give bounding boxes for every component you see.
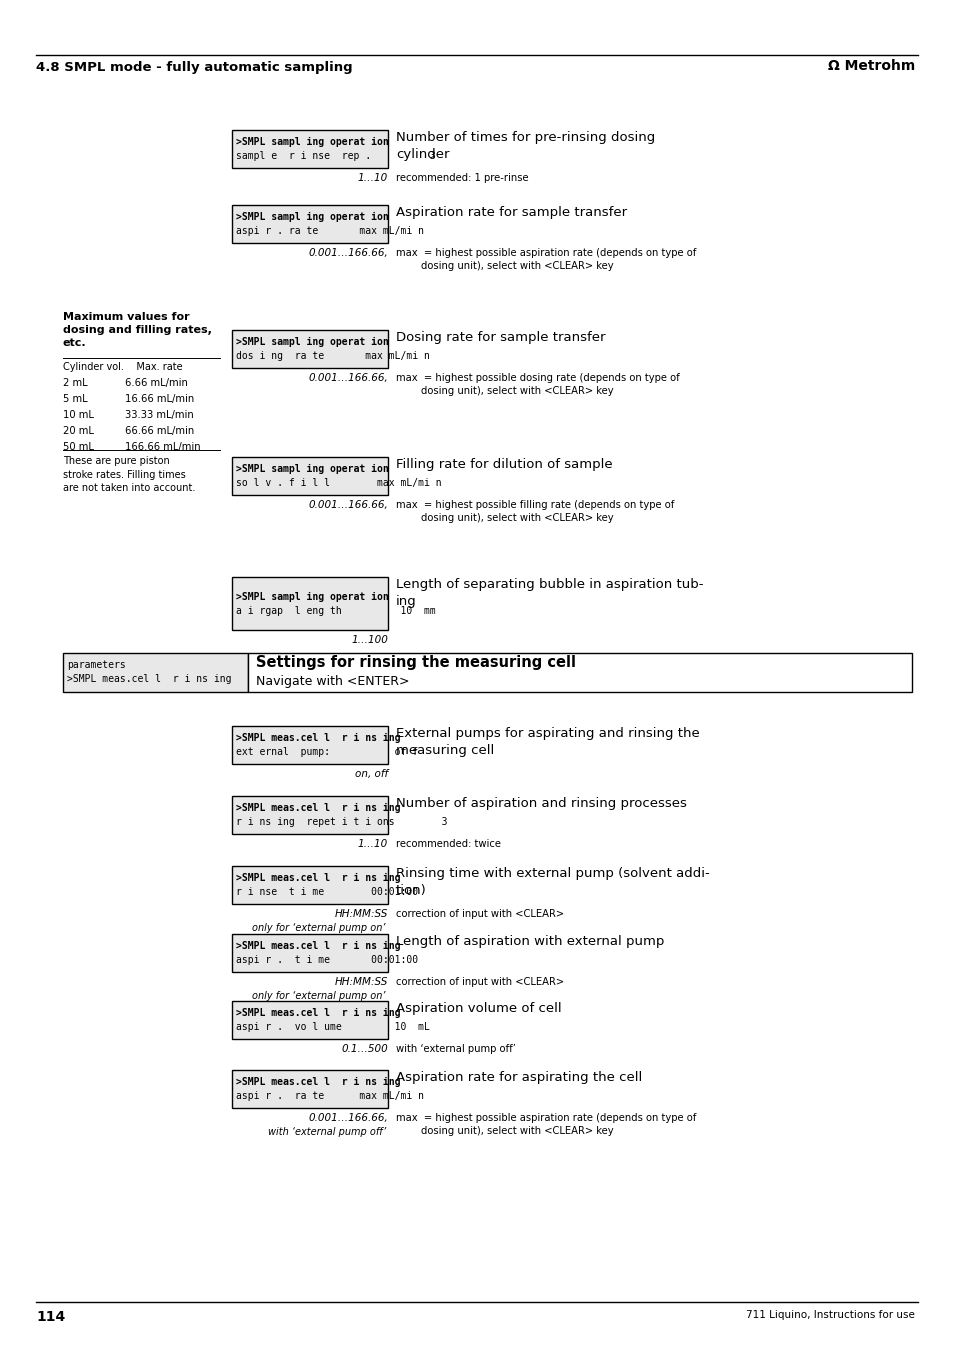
Text: Navigate with <ENTER>: Navigate with <ENTER> xyxy=(255,675,409,687)
Text: Ω Metrohm: Ω Metrohm xyxy=(827,59,914,73)
Text: Filling rate for dilution of sample: Filling rate for dilution of sample xyxy=(395,458,612,471)
Text: 0.1…500: 0.1…500 xyxy=(341,1044,388,1054)
Bar xyxy=(232,865,388,904)
Text: HH:MM:SS: HH:MM:SS xyxy=(335,909,388,919)
Text: max  = highest possible dosing rate (depends on type of
        dosing unit), se: max = highest possible dosing rate (depe… xyxy=(395,373,679,396)
Text: Number of times for pre-rinsing dosing
cylinder: Number of times for pre-rinsing dosing c… xyxy=(395,131,655,161)
Text: 20 mL: 20 mL xyxy=(63,427,93,436)
Text: 1…100: 1…100 xyxy=(351,634,388,645)
Text: 711 Liquino, Instructions for use: 711 Liquino, Instructions for use xyxy=(745,1310,914,1320)
Text: on, off: on, off xyxy=(355,769,388,779)
Text: r i ns ing  repet i t i ons        3: r i ns ing repet i t i ons 3 xyxy=(235,817,447,828)
Text: r i nse  t i me        00:01:00: r i nse t i me 00:01:00 xyxy=(235,887,417,896)
Text: Maximum values for
dosing and filling rates,
etc.: Maximum values for dosing and filling ra… xyxy=(63,312,212,348)
Text: >SMPL meas.cel l  r i ns ing: >SMPL meas.cel l r i ns ing xyxy=(235,941,400,950)
Text: >SMPL sampl ing operat ion: >SMPL sampl ing operat ion xyxy=(235,338,388,347)
Text: 66.66 mL/min: 66.66 mL/min xyxy=(125,427,194,436)
Text: 166.66 mL/min: 166.66 mL/min xyxy=(125,441,200,452)
Text: recommended: 1 pre-rinse: recommended: 1 pre-rinse xyxy=(395,173,528,184)
Text: External pumps for aspirating and rinsing the
measuring cell: External pumps for aspirating and rinsin… xyxy=(395,728,699,757)
Text: HH:MM:SS: HH:MM:SS xyxy=(335,977,388,987)
Text: so l v . f i l l        max mL/mi n: so l v . f i l l max mL/mi n xyxy=(235,478,441,487)
Bar xyxy=(232,1071,388,1108)
Text: >SMPL sampl ing operat ion: >SMPL sampl ing operat ion xyxy=(235,136,388,147)
Text: with ‘external pump off’: with ‘external pump off’ xyxy=(395,1044,516,1054)
Text: 33.33 mL/min: 33.33 mL/min xyxy=(125,410,193,420)
Text: 1…10: 1…10 xyxy=(357,173,388,184)
Bar xyxy=(232,130,388,167)
Text: >SMPL sampl ing operat ion: >SMPL sampl ing operat ion xyxy=(235,464,388,474)
Text: >SMPL meas.cel l  r i ns ing: >SMPL meas.cel l r i ns ing xyxy=(235,803,400,813)
Text: Length of separating bubble in aspiration tub-
ing: Length of separating bubble in aspiratio… xyxy=(395,578,702,608)
Text: max  = highest possible aspiration rate (depends on type of
        dosing unit): max = highest possible aspiration rate (… xyxy=(395,1112,696,1137)
Text: >SMPL meas.cel l  r i ns ing: >SMPL meas.cel l r i ns ing xyxy=(235,733,400,743)
Text: ext ernal  pump:           of f: ext ernal pump: of f xyxy=(235,747,417,757)
Text: 0.001…166.66,: 0.001…166.66, xyxy=(308,248,388,258)
Text: aspi r .  ra te      max mL/mi n: aspi r . ra te max mL/mi n xyxy=(235,1091,423,1102)
Text: 5 mL: 5 mL xyxy=(63,394,88,404)
Text: aspi r . ra te       max mL/mi n: aspi r . ra te max mL/mi n xyxy=(235,225,423,236)
Bar xyxy=(232,458,388,495)
Text: correction of input with <CLEAR>: correction of input with <CLEAR> xyxy=(395,909,563,919)
Text: dos i ng  ra te       max mL/mi n: dos i ng ra te max mL/mi n xyxy=(235,351,430,360)
Bar xyxy=(232,329,388,369)
Text: Cylinder vol.    Max. rate: Cylinder vol. Max. rate xyxy=(63,362,182,373)
Text: 0.001…166.66,: 0.001…166.66, xyxy=(308,500,388,510)
Text: Aspiration rate for sample transfer: Aspiration rate for sample transfer xyxy=(395,207,626,219)
Bar xyxy=(232,205,388,243)
Text: >SMPL sampl ing operat ion: >SMPL sampl ing operat ion xyxy=(235,591,388,602)
Text: only for ‘external pump on’: only for ‘external pump on’ xyxy=(253,991,386,1000)
Text: 0.001…166.66,: 0.001…166.66, xyxy=(308,1112,388,1123)
Text: max  = highest possible filling rate (depends on type of
        dosing unit), s: max = highest possible filling rate (dep… xyxy=(395,500,674,524)
Text: sampl e  r i nse  rep .          3: sampl e r i nse rep . 3 xyxy=(235,151,436,161)
Text: recommended: twice: recommended: twice xyxy=(395,838,500,849)
Text: 2 mL: 2 mL xyxy=(63,378,88,387)
Text: >SMPL meas.cel l  r i ns ing: >SMPL meas.cel l r i ns ing xyxy=(67,675,232,684)
Text: Settings for rinsing the measuring cell: Settings for rinsing the measuring cell xyxy=(255,656,576,671)
Text: >SMPL meas.cel l  r i ns ing: >SMPL meas.cel l r i ns ing xyxy=(235,1077,400,1087)
Text: >SMPL meas.cel l  r i ns ing: >SMPL meas.cel l r i ns ing xyxy=(235,1008,400,1018)
Text: Aspiration volume of cell: Aspiration volume of cell xyxy=(395,1002,561,1015)
Text: Dosing rate for sample transfer: Dosing rate for sample transfer xyxy=(395,331,605,344)
Text: Rinsing time with external pump (solvent addi-
tion): Rinsing time with external pump (solvent… xyxy=(395,867,709,896)
Bar xyxy=(232,576,388,630)
Text: parameters: parameters xyxy=(67,660,126,671)
Bar xyxy=(63,653,248,693)
Text: only for ‘external pump on’: only for ‘external pump on’ xyxy=(253,923,386,933)
Text: 4.8 SMPL mode - fully automatic sampling: 4.8 SMPL mode - fully automatic sampling xyxy=(36,61,353,74)
Bar xyxy=(232,796,388,834)
Text: >SMPL sampl ing operat ion: >SMPL sampl ing operat ion xyxy=(235,212,388,221)
Text: aspi r .  vo l ume         10  mL: aspi r . vo l ume 10 mL xyxy=(235,1022,430,1031)
Bar xyxy=(248,653,911,693)
Text: Aspiration rate for aspirating the cell: Aspiration rate for aspirating the cell xyxy=(395,1071,641,1084)
Text: aspi r .  t i me       00:01:00: aspi r . t i me 00:01:00 xyxy=(235,954,417,965)
Bar xyxy=(232,1000,388,1040)
Text: max  = highest possible aspiration rate (depends on type of
        dosing unit): max = highest possible aspiration rate (… xyxy=(395,248,696,271)
Text: correction of input with <CLEAR>: correction of input with <CLEAR> xyxy=(395,977,563,987)
Text: Length of aspiration with external pump: Length of aspiration with external pump xyxy=(395,936,663,948)
Text: 50 mL: 50 mL xyxy=(63,441,93,452)
Text: 1…10: 1…10 xyxy=(357,838,388,849)
Text: These are pure piston
stroke rates. Filling times
are not taken into account.: These are pure piston stroke rates. Fill… xyxy=(63,456,195,493)
Text: 0.001…166.66,: 0.001…166.66, xyxy=(308,373,388,383)
Text: a i rgap  l eng th          10  mm: a i rgap l eng th 10 mm xyxy=(235,606,436,616)
Bar xyxy=(232,726,388,764)
Text: Number of aspiration and rinsing processes: Number of aspiration and rinsing process… xyxy=(395,796,686,810)
Text: 6.66 mL/min: 6.66 mL/min xyxy=(125,378,188,387)
Text: with ‘external pump off’: with ‘external pump off’ xyxy=(268,1127,386,1137)
Bar xyxy=(232,934,388,972)
Text: 10 mL: 10 mL xyxy=(63,410,93,420)
Text: 16.66 mL/min: 16.66 mL/min xyxy=(125,394,194,404)
Text: 114: 114 xyxy=(36,1310,65,1324)
Text: >SMPL meas.cel l  r i ns ing: >SMPL meas.cel l r i ns ing xyxy=(235,873,400,883)
